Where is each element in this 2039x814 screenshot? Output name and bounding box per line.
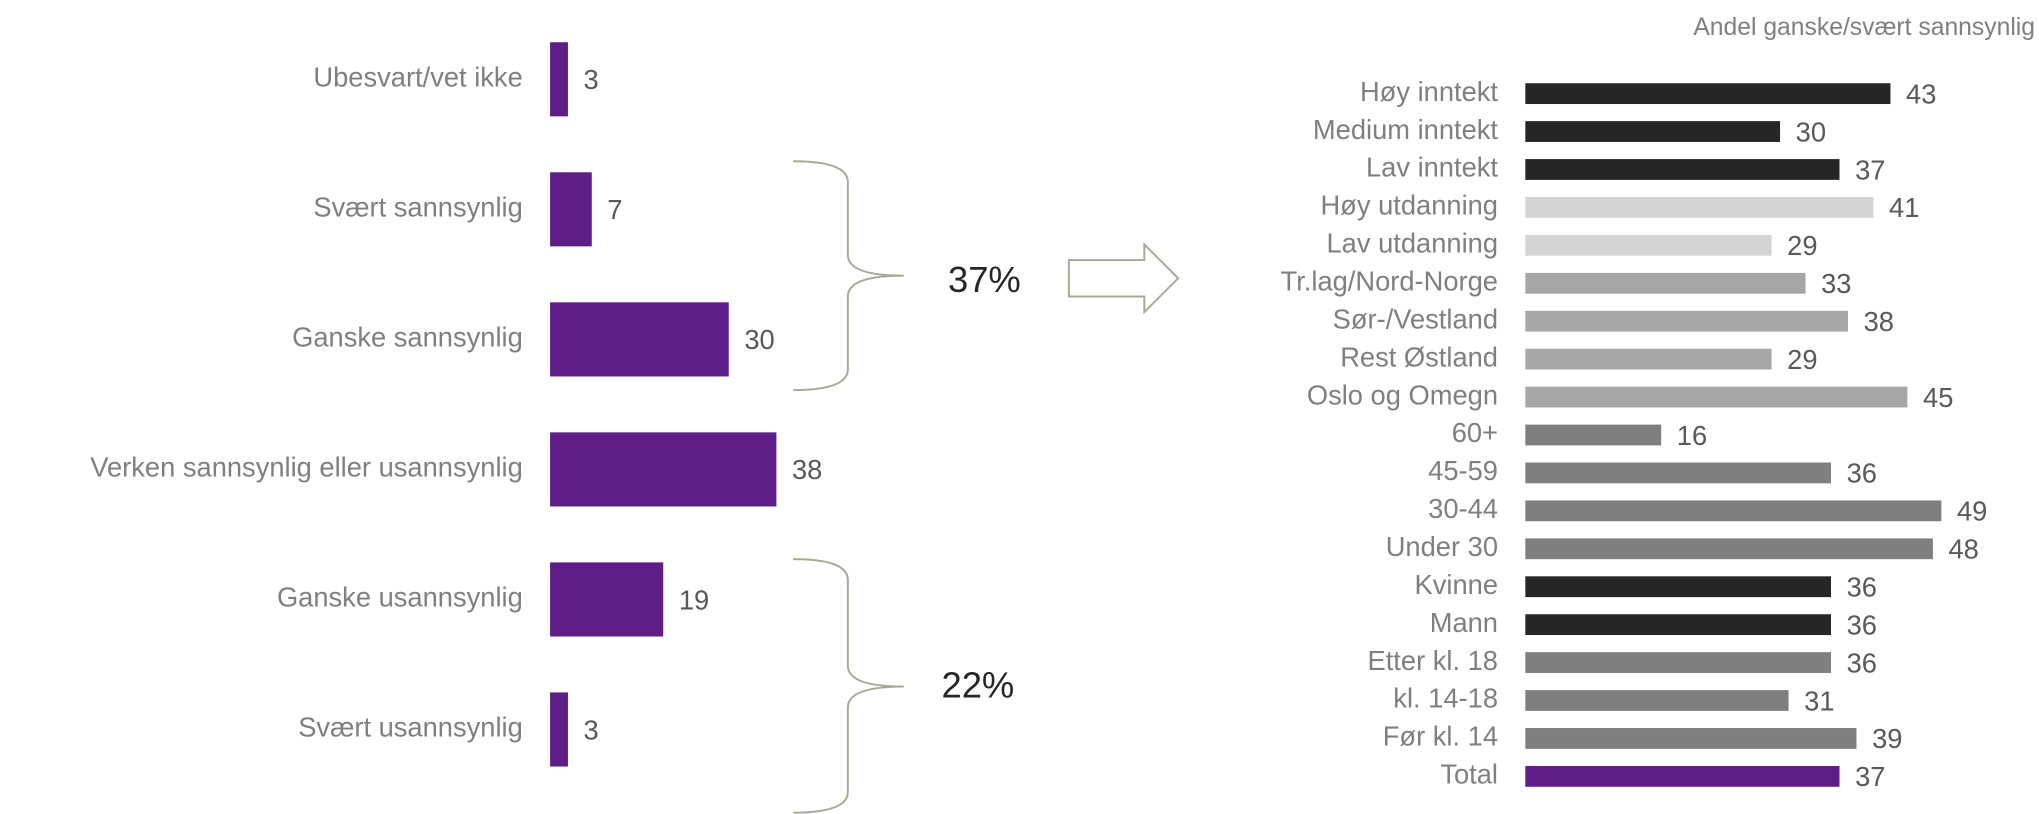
data-label: 29 (1787, 344, 1817, 375)
data-label: 39 (1872, 723, 1902, 754)
data-label: 48 (1949, 534, 1979, 565)
bar (1525, 386, 1908, 408)
data-label: 7 (607, 194, 622, 225)
data-label: 36 (1847, 572, 1877, 603)
bar (1525, 234, 1772, 256)
data-label: 38 (1864, 306, 1894, 337)
data-label: 30 (744, 324, 774, 355)
data-label: 37 (1855, 154, 1885, 185)
category-label: Etter kl. 18 (1368, 645, 1498, 676)
category-label: Høy inntekt (1360, 76, 1498, 107)
bar (550, 692, 568, 767)
bar (1525, 690, 1789, 711)
bar (1525, 424, 1662, 446)
category-label: Oslo og Omegn (1307, 379, 1498, 410)
category-label: 60+ (1452, 417, 1498, 448)
data-label: 31 (1804, 685, 1834, 716)
data-label: 38 (792, 454, 822, 485)
category-label: Før kl. 14 (1383, 721, 1498, 752)
data-label: 36 (1847, 458, 1877, 489)
bar (550, 42, 568, 117)
data-label: 36 (1847, 647, 1877, 678)
bar (1525, 197, 1874, 218)
category-label: kl. 14-18 (1393, 683, 1498, 714)
data-label: 16 (1677, 420, 1707, 451)
data-label: 33 (1821, 268, 1851, 299)
bar (1525, 652, 1832, 673)
bar (550, 432, 777, 507)
bar (1525, 765, 1840, 787)
category-label: 45-59 (1428, 455, 1498, 486)
data-label: 36 (1847, 609, 1877, 640)
bar (1525, 462, 1832, 484)
chart-title: Andel ganske/svært sannsynlig (1693, 14, 2035, 41)
bar (550, 172, 592, 247)
arrow (1067, 242, 1180, 315)
data-label: 3 (584, 714, 599, 745)
bar (1525, 348, 1772, 370)
bar (1525, 538, 1933, 560)
data-label: 49 (1957, 496, 1987, 527)
category-label: Høy utdanning (1320, 190, 1498, 221)
bar (1525, 83, 1891, 105)
bar (1525, 728, 1857, 749)
category-label: Sør-/Vestland (1333, 303, 1498, 334)
category-label: Svært usannsynlig (298, 712, 523, 743)
category-label: Kvinne (1415, 569, 1498, 600)
category-label: Tr.lag/Nord-Norge (1281, 265, 1498, 296)
category-label: Total (1440, 759, 1498, 790)
category-label: Ganske sannsynlig (292, 322, 523, 353)
bar (1525, 121, 1781, 142)
category-label: Ganske usannsynlig (277, 582, 523, 613)
data-label: 37 (1855, 761, 1885, 792)
brace (793, 160, 904, 392)
category-label: Medium inntekt (1313, 114, 1499, 145)
bar (1525, 614, 1832, 636)
bar (550, 562, 664, 637)
brace (793, 558, 904, 814)
data-label: 3 (584, 64, 599, 95)
data-label: 43 (1906, 78, 1936, 109)
bar (1525, 310, 1848, 332)
bar (1525, 159, 1840, 180)
annotation: 22% (941, 664, 1014, 705)
annotation: 37% (948, 259, 1021, 300)
bar (1525, 576, 1832, 598)
category-label: 30-44 (1428, 493, 1498, 524)
data-label: 41 (1889, 192, 1919, 223)
bar (1525, 500, 1942, 522)
data-label: 29 (1787, 230, 1817, 261)
category-label: Lav utdanning (1327, 228, 1499, 259)
category-label: Rest Østland (1340, 341, 1498, 372)
category-label: Ubesvart/vet ikke (313, 62, 522, 93)
category-label: Lav inntekt (1366, 152, 1498, 183)
bar (550, 302, 729, 377)
data-label: 30 (1796, 116, 1826, 147)
category-label: Verken sannsynlig eller usannsynlig (90, 452, 522, 483)
category-label: Under 30 (1386, 531, 1498, 562)
bar (1525, 272, 1806, 294)
category-label: Mann (1430, 607, 1498, 638)
data-label: 19 (679, 584, 709, 615)
category-label: Svært sannsynlig (313, 192, 522, 223)
data-label: 45 (1923, 382, 1953, 413)
